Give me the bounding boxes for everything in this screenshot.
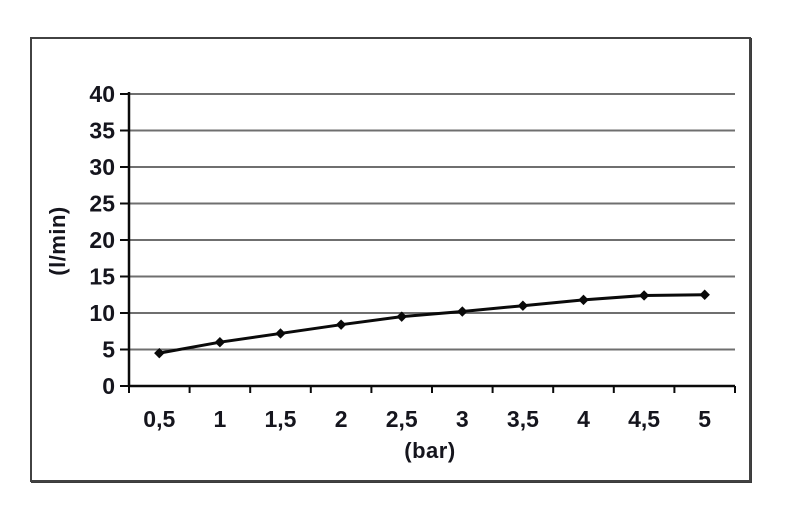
y-tick-label: 40 — [89, 81, 115, 107]
y-tick-label: 25 — [89, 191, 115, 217]
x-axis-title: (bar) — [404, 438, 456, 463]
x-tick-label: 5 — [698, 406, 711, 432]
figure-frame: 0 5 10 15 20 25 30 35 40 0,5 1 1,5 2 2,5 3 3,5 4 4,5 5 (l/… — [30, 37, 751, 482]
y-tick-label: 5 — [102, 337, 115, 363]
y-tick-label: 30 — [89, 154, 115, 180]
x-tick-label: 0,5 — [143, 406, 175, 432]
data-point-marker — [578, 294, 589, 306]
data-point-marker — [154, 347, 165, 359]
y-tick-label: 35 — [89, 118, 115, 144]
data-point-marker — [396, 311, 407, 322]
x-tick-label: 4 — [577, 406, 590, 432]
x-tick-label: 1 — [214, 406, 227, 432]
x-tick-label: 2,5 — [386, 406, 418, 432]
y-tick-label: 10 — [89, 300, 115, 326]
series-line — [159, 293, 705, 355]
y-axis-title: (l/min) — [45, 206, 70, 276]
flow-curve-chart: 0 5 10 15 20 25 30 35 40 0,5 1 1,5 2 2,5 3 3,5 4 4,5 5 — [89, 81, 736, 432]
x-tick-label: 1,5 — [265, 406, 297, 432]
y-tick-label: 15 — [89, 264, 115, 290]
x-tick-label: 2 — [335, 406, 348, 432]
y-tick-label: 0 — [102, 373, 115, 399]
data-point-marker — [638, 290, 650, 301]
data-point-marker — [335, 319, 347, 330]
x-tick-label: 3 — [456, 406, 469, 432]
x-tick-label: 4,5 — [628, 406, 660, 432]
data-point-marker — [517, 300, 529, 311]
y-tick-label: 20 — [89, 227, 115, 253]
data-point-marker — [457, 306, 468, 317]
data-point-marker — [275, 328, 286, 339]
data-point-marker — [699, 289, 710, 300]
data-point-marker — [214, 336, 226, 348]
x-tick-label: 3,5 — [507, 406, 539, 432]
